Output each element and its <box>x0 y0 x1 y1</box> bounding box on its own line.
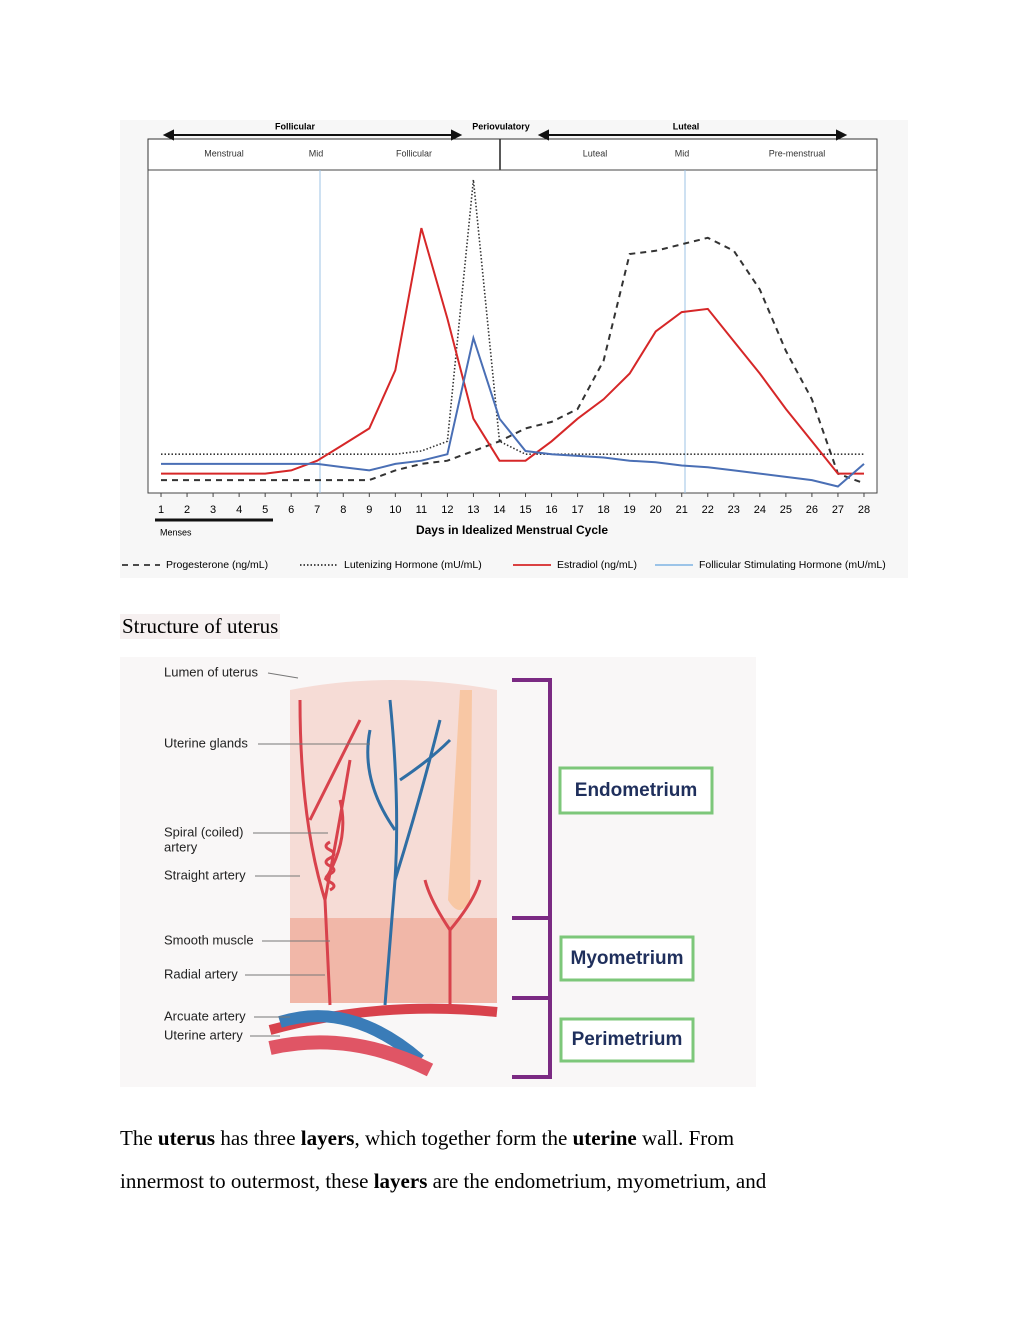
subphase-label: Mid <box>675 148 690 158</box>
myometrium-tissue <box>290 918 497 1003</box>
x-tick-label: 28 <box>858 504 870 516</box>
chart: Menses Days in Idealized Menstrual Cycle… <box>120 120 908 578</box>
plot-area <box>147 169 878 494</box>
diagram-label: Spiral (coiled) <box>164 824 243 839</box>
paragraph-line: innermost to outermost, these layers are… <box>120 1160 766 1203</box>
legend-label: Progesterone (ng/mL) <box>166 559 268 571</box>
layer-box <box>558 766 714 815</box>
diagram-label: artery <box>164 839 198 854</box>
x-tick-label: 6 <box>288 504 294 516</box>
x-tick-label: 20 <box>650 504 662 516</box>
subphase-label: Menstrual <box>204 148 244 158</box>
x-tick-label: 25 <box>780 504 792 516</box>
text-run: , which together form the <box>354 1126 573 1150</box>
series-line <box>161 179 864 455</box>
x-tick-label: 17 <box>571 504 583 516</box>
series-line <box>161 334 865 488</box>
x-tick-label: 24 <box>754 504 766 516</box>
caption: Structure of uterus <box>120 614 281 639</box>
x-tick-label: 27 <box>832 504 844 516</box>
diagram-label: Lumen of uterus <box>164 664 258 679</box>
x-tick-label: 14 <box>493 504 505 516</box>
paragraph: The uterus has three layers, which toget… <box>120 1117 766 1203</box>
phase-label: Follicular <box>275 121 316 131</box>
legend-label: Lutenizing Hormone (mU/mL) <box>344 559 482 571</box>
text-run: innermost to outermost, these <box>120 1169 374 1193</box>
x-tick-label: 23 <box>728 504 740 516</box>
x-tick-label: 7 <box>314 504 320 516</box>
x-tick-label: 9 <box>366 504 372 516</box>
x-tick-label: 19 <box>624 504 636 516</box>
phase-box <box>147 138 878 171</box>
x-tick-label: 4 <box>236 504 242 516</box>
subphase-label: Follicular <box>396 148 432 158</box>
x-tick-label: 18 <box>598 504 610 516</box>
phase-label: Periovulatory <box>472 121 530 131</box>
x-tick-label: 16 <box>545 504 557 516</box>
text-run: The <box>120 1126 158 1150</box>
text-run: uterus <box>157 1126 216 1150</box>
x-tick-label: 5 <box>262 504 268 516</box>
subphase-label: Pre-menstrual <box>769 148 826 158</box>
x-tick-label: 13 <box>467 504 479 516</box>
vessels <box>268 699 498 1077</box>
diagram-label: Smooth muscle <box>164 932 254 947</box>
x-tick-label: 15 <box>519 504 531 516</box>
legend-label: Follicular Stimulating Hormone (mU/mL) <box>699 559 886 571</box>
x-tick-label: 12 <box>441 504 453 516</box>
layer-box <box>559 1017 695 1063</box>
leader-lines <box>245 672 370 1037</box>
x-tick-label: 11 <box>416 504 427 516</box>
x-tick-label: 8 <box>340 504 346 516</box>
layer-label: Perimetrium <box>572 1029 683 1050</box>
layer-label: Endometrium <box>575 780 697 801</box>
layer-box <box>559 935 695 982</box>
diagram-label: Radial artery <box>164 966 238 981</box>
x-tick-label: 21 <box>676 504 688 516</box>
text-run: wall. From <box>636 1126 735 1150</box>
text-run: are the endometrium, myometrium, and <box>427 1169 767 1193</box>
layer-label: Myometrium <box>571 948 684 969</box>
x-tick-label: 22 <box>702 504 714 516</box>
endometrium-tissue <box>290 680 497 920</box>
x-tick-label: 10 <box>389 504 401 516</box>
phase-label: Luteal <box>673 121 700 131</box>
subphase-label: Luteal <box>583 148 608 158</box>
x-tick-label: 26 <box>806 504 818 516</box>
legend-label: Estradiol (ng/mL) <box>557 559 637 571</box>
diagram-label: Straight artery <box>164 867 246 882</box>
x-tick-label: 3 <box>210 504 216 516</box>
text-run: has three <box>215 1126 301 1150</box>
series-line <box>161 227 864 475</box>
paragraph-line: The uterus has three layers, which toget… <box>120 1117 766 1160</box>
diagram-label: Arcuate artery <box>164 1008 246 1023</box>
gland <box>448 690 472 910</box>
diagram-label: Uterine glands <box>164 735 248 750</box>
layer-brackets <box>512 678 552 1079</box>
x-tick-label: 1 <box>158 504 164 516</box>
menses-label: Menses <box>160 527 192 537</box>
text-run: layers <box>300 1126 355 1150</box>
x-tick-label: 2 <box>184 504 190 516</box>
x-axis-title: Days in Idealized Menstrual Cycle <box>416 523 608 537</box>
phase-arrows <box>162 129 848 141</box>
series-line <box>161 236 865 485</box>
text-run: uterine <box>572 1126 637 1150</box>
text-run: layers <box>373 1169 428 1193</box>
diagram-background <box>120 657 756 1087</box>
subphase-label: Mid <box>309 148 324 158</box>
diagram-label: Uterine artery <box>164 1027 243 1042</box>
